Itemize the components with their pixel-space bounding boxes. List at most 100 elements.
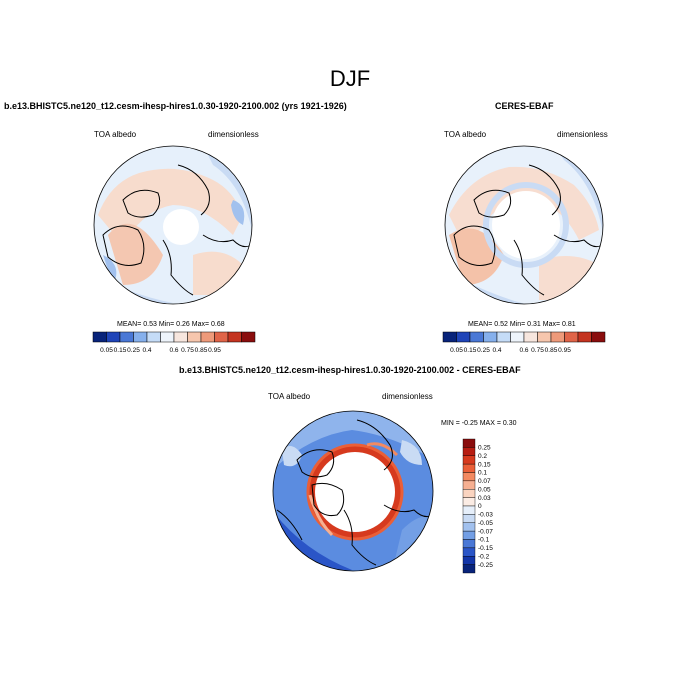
panel1-colorbar-tick-label: 0.95 <box>208 347 221 354</box>
panel1-colorbar-swatch <box>92 331 107 343</box>
panel2-stats: MEAN= 0.52 Min= 0.31 Max= 0.81 <box>468 321 576 328</box>
panel3-title: b.e13.BHISTC5.ne120_t12.cesm-ihesp-hires… <box>179 365 521 375</box>
panel3-colorbar-tick-label: -0.05 <box>478 520 493 527</box>
panel2-colorbar-tick-label: 0.85 <box>545 347 558 354</box>
panel2-polar-map <box>444 145 604 305</box>
panel2-colorbar-tick-label: 0.15 <box>464 347 477 354</box>
panel2-min-value: 0.31 <box>527 321 541 328</box>
panel2-mean-value: 0.52 <box>494 321 508 328</box>
panel3-colorbar-swatch <box>462 438 476 448</box>
panel3-colorbar-tick-label: -0.03 <box>478 512 493 519</box>
panel1-colorbar-tick-label: 0.15 <box>114 347 127 354</box>
panel2-colorbar: 0.05 0.15 0.25 0.4 0.6 0.75 0.85 0.95 <box>442 331 606 354</box>
panel2-colorbar-swatch <box>564 331 579 343</box>
panel3-colorbar-tick-label: -0.25 <box>478 562 493 569</box>
panel1-mean-value: 0.53 <box>143 321 157 328</box>
panel1-colorbar-swatch <box>173 331 188 343</box>
panel1-colorbar-swatch <box>119 331 134 343</box>
panel2-colorbar-swatch <box>442 331 457 343</box>
panel2-mean-label: MEAN= <box>468 321 493 328</box>
panel2-colorbar-swatch <box>537 331 552 343</box>
panel1-colorbar-swatch <box>214 331 229 343</box>
panel3-colorbar-swatch <box>462 463 476 473</box>
panel3-variable-label: TOA albedo <box>268 392 311 401</box>
panel2-units-label: dimensionless <box>557 130 608 139</box>
panel2-colorbar-tick-label: 0.6 <box>519 347 528 354</box>
panel3-colorbar-swatch <box>462 514 476 523</box>
panel2-colorbar-tick-label: 0.25 <box>477 347 490 354</box>
panel2-colorbar-tick-label: 0.4 <box>492 347 501 354</box>
panel1-polar-map <box>93 145 253 305</box>
panel3-colorbar-swatch <box>462 530 476 540</box>
panel1-min-value: 0.26 <box>176 321 190 328</box>
panel1-title: b.e13.BHISTC5.ne120_t12.cesm-ihesp-hires… <box>4 101 347 111</box>
panel3-colorbar-swatch <box>462 522 476 532</box>
panel3-colorbar-swatch <box>462 564 476 574</box>
panel3-colorbar-swatch <box>462 539 476 549</box>
panel3-colorbar-swatch <box>462 480 476 490</box>
panel2-colorbar-swatch <box>483 331 498 343</box>
panel3-colorbar-swatch <box>462 497 476 507</box>
panel1-colorbar-swatch <box>187 331 202 343</box>
panel1-colorbar-swatch <box>160 331 175 343</box>
panel2-colorbar-swatch <box>456 331 471 343</box>
panel3-colorbar-tick-label: 0 <box>478 503 482 510</box>
panel1-colorbar-swatch <box>200 331 215 343</box>
panel1-variable-label: TOA albedo <box>94 130 137 139</box>
panel2-colorbar-tick-label: 0.05 <box>450 347 463 354</box>
panel3-colorbar-tick-label: 0.05 <box>478 486 491 493</box>
panel2-colorbar-swatch <box>523 331 538 343</box>
panel3-colorbar-tick-label: 0.15 <box>478 461 491 468</box>
panel1-colorbar: 0.05 0.15 0.25 0.4 0.6 0.75 0.85 0.95 <box>92 331 256 354</box>
panel3-colorbar-swatch <box>462 455 476 465</box>
panel1-max-value: 0.68 <box>211 321 225 328</box>
panel2-max-value: 0.81 <box>562 321 576 328</box>
panel2-colorbar-swatch <box>469 331 484 343</box>
panel2-colorbar-swatch <box>577 331 592 343</box>
panel1-mean-label: MEAN= <box>117 321 142 328</box>
panel2-max-label: Max= <box>542 321 561 328</box>
panel3-polar-map <box>272 410 434 572</box>
panel3-colorbar-swatch <box>462 489 476 498</box>
panel1-units-label: dimensionless <box>208 130 259 139</box>
panel1-max-label: Max= <box>191 321 210 328</box>
panel1-min-label: Min= <box>158 321 175 328</box>
panel3-colorbar-tick-label: 0.03 <box>478 495 491 502</box>
panel2-colorbar-swatch <box>550 331 565 343</box>
panel3-colorbar-tick-label: -0.07 <box>478 528 493 535</box>
panel2-colorbar-tick-label: 0.95 <box>558 347 571 354</box>
panel3-colorbar-tick-label: 0.07 <box>478 478 491 485</box>
panel1-colorbar-swatch <box>241 331 256 343</box>
panel1-colorbar-tick-label: 0.6 <box>169 347 178 354</box>
panel3-colorbar-tick-label: -0.2 <box>478 553 490 560</box>
panel3-colorbar-swatch <box>462 447 476 456</box>
figure-title: DJF <box>329 66 371 91</box>
panel1-colorbar-tick-label: 0.4 <box>142 347 151 354</box>
panel3-colorbar-tick-label: -0.1 <box>478 537 490 544</box>
panel3-min-max: MIN = -0.25 MAX = 0.30 <box>441 420 517 427</box>
panel3-colorbar-tick-label: 0.2 <box>478 453 487 460</box>
panel3-colorbar-tick-label: -0.15 <box>478 545 493 552</box>
panel2-colorbar-swatch <box>496 331 511 343</box>
panel1-colorbar-tick-label: 0.25 <box>127 347 140 354</box>
panel3-colorbar-swatch <box>462 472 476 482</box>
panel1-colorbar-swatch <box>146 331 161 343</box>
panel3-units-label: dimensionless <box>382 392 433 401</box>
panel2-colorbar-swatch <box>510 331 525 343</box>
panel3-colorbar-tick-label: 0.25 <box>478 445 491 452</box>
panel2-colorbar-tick-label: 0.75 <box>531 347 544 354</box>
panel2-colorbar-swatch <box>591 331 606 343</box>
panel1-colorbar-tick-label: 0.75 <box>181 347 194 354</box>
panel1-stats: MEAN= 0.53 Min= 0.26 Max= 0.68 <box>117 321 225 328</box>
panel1-colorbar-tick-label: 0.85 <box>195 347 208 354</box>
panel2-variable-label: TOA albedo <box>444 130 487 139</box>
panel3-colorbar-swatch <box>462 547 476 557</box>
panel3-colorbar-swatch <box>462 505 476 515</box>
panel1-colorbar-swatch <box>106 331 121 343</box>
panel3-colorbar: 0.250.20.150.10.070.050.030-0.03-0.05-0.… <box>462 438 493 574</box>
panel2-min-label: Min= <box>509 321 526 328</box>
panel3-colorbar-tick-label: 0.1 <box>478 470 487 477</box>
panel1-colorbar-swatch <box>227 331 242 343</box>
panel2-title: CERES-EBAF <box>495 101 554 111</box>
panel1-colorbar-tick-label: 0.05 <box>100 347 113 354</box>
